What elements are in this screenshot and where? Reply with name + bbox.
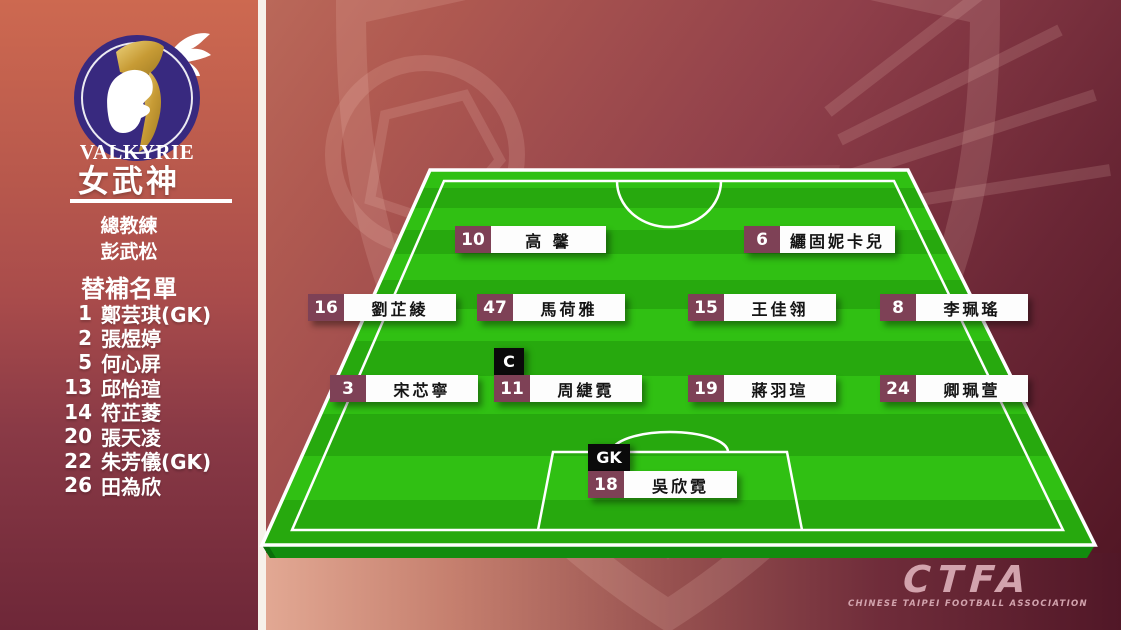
player-number: 6 bbox=[744, 226, 780, 253]
player-name: 蔣羽瑄 bbox=[724, 375, 836, 402]
substitute-name: 田為欣 bbox=[101, 474, 161, 499]
player-plate: 47 馬荷雅 bbox=[477, 294, 625, 321]
substitute-row: 20 張天凌 bbox=[50, 424, 250, 450]
ctfa-logo: CTFA CHINESE TAIPEI FOOTBALL ASSOCIATION bbox=[843, 558, 1093, 609]
title-underline bbox=[70, 199, 232, 203]
substitute-number: 14 bbox=[64, 399, 92, 424]
substitute-name: 朱芳儀(GK) bbox=[101, 450, 212, 475]
substitutes-list: 1 鄭芸琪(GK) 2 張煜婷 5 何心屏 13 邱怡瑄 14 符芷菱 20 張天凌 22 朱… bbox=[50, 301, 250, 499]
team-sidebar: VALKYRIE 女武神 總教練 彭武松 替補名單 1 鄭芸琪(GK) 2 張煜婷 … bbox=[0, 0, 258, 630]
player-name: 高 馨 bbox=[491, 226, 606, 253]
substitute-number: 22 bbox=[64, 448, 92, 473]
substitute-number: 5 bbox=[78, 350, 92, 375]
footer-band bbox=[266, 553, 1121, 630]
player-name: 王佳翎 bbox=[724, 294, 836, 321]
player-number: 10 bbox=[455, 226, 491, 253]
player-number: 19 bbox=[688, 375, 724, 402]
player-name: 劉芷綾 bbox=[344, 294, 456, 321]
ctfa-org-text: CHINESE TAIPEI FOOTBALL ASSOCIATION bbox=[848, 599, 1088, 609]
substitute-number: 13 bbox=[64, 375, 92, 400]
player-number: 47 bbox=[477, 294, 513, 321]
player-number: 11 bbox=[494, 375, 530, 402]
substitute-number: 2 bbox=[78, 325, 92, 350]
player-number: 15 bbox=[688, 294, 724, 321]
ctfa-logo-text: CTFA bbox=[901, 558, 1035, 601]
player-plate: 24 卿珮萱 bbox=[880, 375, 1028, 402]
player-plate: 18 吳欣霓 bbox=[588, 471, 737, 498]
team-name-zh: 女武神 bbox=[78, 164, 180, 200]
player-name: 宋芯寧 bbox=[366, 375, 478, 402]
substitute-row: 1 鄭芸琪(GK) bbox=[50, 301, 250, 327]
player-number: 16 bbox=[308, 294, 344, 321]
substitute-row: 2 張煜婷 bbox=[50, 325, 250, 352]
substitute-row: 14 符芷菱 bbox=[50, 399, 250, 426]
team-logo: VALKYRIE bbox=[74, 33, 211, 164]
player-plate: 6 纚固妮卡兒 bbox=[744, 226, 895, 253]
player-plate: 11 周緁霓 bbox=[494, 375, 642, 402]
substitute-number: 1 bbox=[78, 301, 92, 326]
substitute-row: 26 田為欣 bbox=[50, 473, 250, 499]
substitute-number: 20 bbox=[64, 424, 92, 449]
player-name: 吳欣霓 bbox=[624, 471, 737, 498]
substitute-name: 張煜婷 bbox=[101, 327, 161, 352]
substitute-name: 符芷菱 bbox=[101, 401, 161, 426]
substitute-row: 5 何心屏 bbox=[50, 350, 250, 376]
coach-name: 彭武松 bbox=[100, 241, 158, 263]
player-number: 24 bbox=[880, 375, 916, 402]
captain-badge: C bbox=[494, 348, 524, 375]
player-plate: 16 劉芷綾 bbox=[308, 294, 456, 321]
player-name: 周緁霓 bbox=[530, 375, 642, 402]
team-name-en: VALKYRIE bbox=[80, 140, 194, 164]
player-plate: 8 李珮瑤 bbox=[880, 294, 1028, 321]
player-plate: 3 宋芯寧 bbox=[330, 375, 478, 402]
player-name: 李珮瑤 bbox=[916, 294, 1028, 321]
player-plate: 19 蔣羽瑄 bbox=[688, 375, 836, 402]
sidebar-divider bbox=[258, 0, 266, 630]
player-name: 馬荷雅 bbox=[513, 294, 625, 321]
substitutes-heading: 替補名單 bbox=[81, 275, 177, 303]
goalkeeper-badge: GK bbox=[588, 444, 630, 471]
player-plate: 10 高 馨 bbox=[455, 226, 606, 253]
substitute-name: 邱怡瑄 bbox=[101, 376, 161, 401]
player-plate: 15 王佳翎 bbox=[688, 294, 836, 321]
coach-label: 總教練 bbox=[100, 215, 158, 237]
player-name: 纚固妮卡兒 bbox=[780, 226, 895, 253]
player-number: 3 bbox=[330, 375, 366, 402]
substitute-name: 何心屏 bbox=[101, 351, 161, 376]
player-number: 18 bbox=[588, 471, 624, 498]
substitute-row: 22 朱芳儀(GK) bbox=[50, 448, 250, 475]
player-number: 8 bbox=[880, 294, 916, 321]
substitute-name: 張天凌 bbox=[101, 425, 161, 450]
substitute-number: 26 bbox=[64, 473, 92, 498]
player-name: 卿珮萱 bbox=[916, 375, 1028, 402]
substitute-row: 13 邱怡瑄 bbox=[50, 375, 250, 401]
substitute-name: 鄭芸琪(GK) bbox=[101, 302, 212, 327]
